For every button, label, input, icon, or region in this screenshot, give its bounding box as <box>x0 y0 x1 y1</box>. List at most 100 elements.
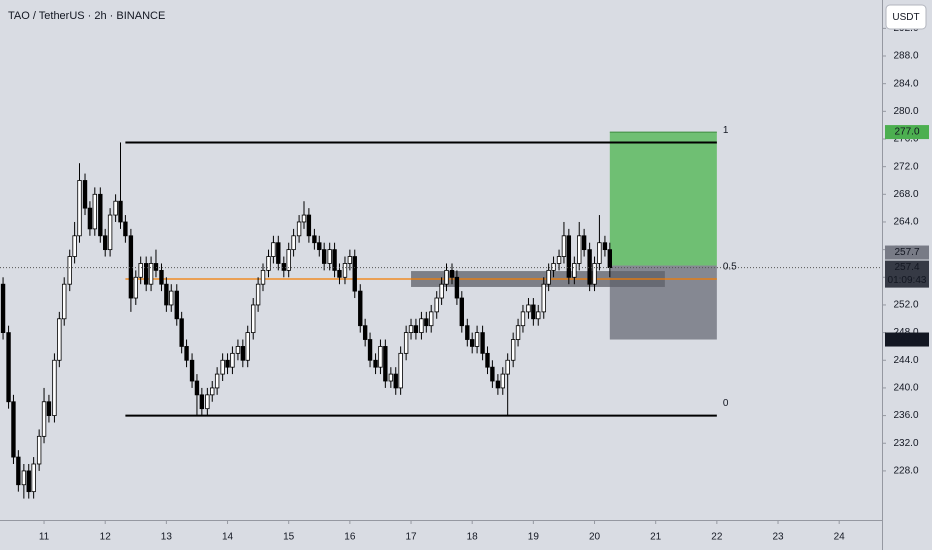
stop-tag-label: 247.0 <box>894 334 919 345</box>
candle-body <box>474 332 480 347</box>
candle-body <box>424 318 429 327</box>
y-tick-label: 284.0 <box>893 78 918 89</box>
x-tick-label: 21 <box>650 532 662 543</box>
candle-body <box>92 193 97 230</box>
candle-body <box>342 263 348 278</box>
candle-body <box>225 359 230 368</box>
candle-body <box>577 235 582 264</box>
plot: 11 12 13 14 15 16 17 18 19 20 21 22 23 24 228.0 232.0 23… <box>0 23 929 543</box>
candle-body <box>118 200 123 223</box>
candle-body <box>46 401 52 416</box>
target-tag-label: 277.0 <box>894 127 919 138</box>
candle-body <box>607 249 613 269</box>
candle-body <box>82 180 88 209</box>
x-tick-label: 14 <box>222 532 234 543</box>
x-tick-label: 17 <box>405 532 417 543</box>
candle-body <box>148 263 154 285</box>
last-price-label: 257.4 <box>894 262 919 273</box>
candle-body <box>367 339 373 361</box>
candle-body <box>210 387 215 396</box>
candle-body <box>113 200 118 216</box>
candle-body <box>587 249 592 285</box>
candle-body <box>77 180 82 237</box>
candle-body <box>266 256 271 271</box>
candle-body <box>449 269 455 278</box>
y-tick-label: 264.0 <box>893 217 918 228</box>
fib-label: 0.5 <box>723 262 737 273</box>
candle-body <box>347 256 353 264</box>
entry-tag <box>885 245 929 260</box>
currency-label[interactable]: USDT <box>892 12 919 23</box>
candle-body <box>98 193 103 237</box>
x-tick-label: 18 <box>467 532 479 543</box>
candle-body <box>36 435 42 465</box>
candle-body <box>434 297 439 313</box>
x-tick-label: 12 <box>100 532 112 543</box>
candle-body <box>393 373 398 389</box>
candle-body <box>271 242 276 257</box>
candle-body <box>362 325 368 340</box>
candle-body <box>383 346 388 382</box>
candle-body <box>373 359 378 368</box>
candle-body <box>107 214 113 251</box>
candle-body <box>470 339 475 347</box>
y-tick-label: 268.0 <box>893 189 918 200</box>
fib-label: 0 <box>723 398 729 409</box>
entry-tag-label: 257.7 <box>894 247 919 258</box>
candle-body <box>296 221 302 237</box>
candle-body <box>133 276 138 299</box>
candle-body <box>281 263 286 271</box>
candle-body <box>291 235 296 251</box>
candle-body <box>164 283 169 306</box>
candle-body <box>306 214 312 237</box>
currency-button[interactable] <box>885 4 927 30</box>
candle-body <box>251 304 256 334</box>
candle-body <box>480 332 485 354</box>
candle-body <box>398 352 403 389</box>
candle-body <box>276 242 281 264</box>
candle-body <box>327 249 332 264</box>
y-tick-label: 280.0 <box>893 106 918 117</box>
y-tick-label: 236.0 <box>893 410 918 421</box>
y-tick-label: 232.0 <box>893 438 918 449</box>
y-tick-label: 288.0 <box>893 51 918 62</box>
candle-body <box>408 325 414 334</box>
candle-body <box>566 235 572 278</box>
candle-body <box>597 242 602 264</box>
countdown: 01:09:43 <box>888 275 927 286</box>
candle-body <box>143 263 149 285</box>
candle-body <box>439 283 444 299</box>
y-tick-label: 276.0 <box>893 134 918 145</box>
candle-body <box>235 346 241 354</box>
candle-body <box>16 456 21 486</box>
candle-body <box>11 401 16 458</box>
candle-body <box>189 359 195 382</box>
y-tick-label: 240.0 <box>893 383 918 394</box>
y-tick-label: 244.0 <box>893 355 918 366</box>
candle-body <box>317 242 322 251</box>
candle-body <box>26 470 31 493</box>
candle-body <box>602 242 608 251</box>
candle-body <box>500 373 505 389</box>
candle-body <box>459 297 464 327</box>
candle-body <box>312 235 317 244</box>
candle-body <box>490 366 495 382</box>
candle-body <box>321 249 327 264</box>
candle-body <box>378 346 383 368</box>
candle-body <box>561 235 567 257</box>
candle-body <box>194 380 200 396</box>
candle-body <box>31 463 36 493</box>
candle-body <box>52 359 57 416</box>
candle-body <box>592 263 597 285</box>
candle-body <box>67 256 72 285</box>
candle-body <box>581 235 587 251</box>
candle-body <box>6 332 11 403</box>
candle-body <box>388 373 394 382</box>
candle-body <box>103 235 108 251</box>
x-tick-label: 19 <box>528 532 540 543</box>
candle-body <box>526 304 531 313</box>
candle-body <box>515 325 521 340</box>
candle-body <box>429 311 434 327</box>
